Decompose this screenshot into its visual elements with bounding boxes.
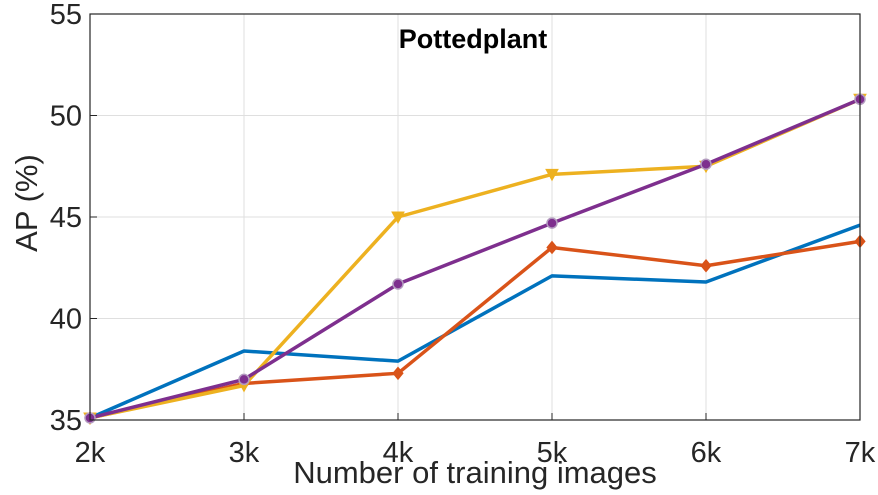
data-point: [392, 278, 404, 290]
data-point: [545, 168, 559, 182]
data-point: [546, 217, 558, 229]
data-point: [700, 258, 712, 273]
data-point: [391, 211, 405, 225]
x-tick-label: 2k: [75, 437, 106, 469]
x-tick-labels: 2k 3k 4k 5k 6k 7k: [75, 437, 876, 469]
chart-title: Pottedplant: [399, 24, 548, 54]
x-axis-label: Number of training images: [293, 455, 657, 490]
y-tick-label: 55: [50, 0, 82, 31]
data-point: [238, 373, 250, 386]
data-point: [392, 366, 404, 381]
x-tick-label: 6k: [691, 437, 722, 469]
x-tick-label: 3k: [229, 437, 260, 469]
series-line: [89, 97, 861, 420]
plot-frame: [89, 13, 861, 421]
x-tick-label: 4k: [383, 437, 414, 469]
y-axis-label: AP (%): [9, 154, 44, 252]
grid: [89, 13, 861, 421]
y-tick-label: 50: [50, 101, 82, 133]
data-point: [700, 158, 712, 170]
series-line: [89, 223, 861, 420]
y-tick-label: 40: [50, 304, 82, 336]
data-point: [546, 240, 558, 255]
x-tick-label: 5k: [537, 437, 568, 469]
x-tick-label: 7k: [845, 437, 876, 469]
y-tick-labels: 35 40 45 50 55: [50, 0, 82, 437]
y-tick-label: 35: [50, 405, 82, 437]
y-tick-label: 45: [50, 202, 82, 234]
series-lines: [83, 93, 867, 426]
